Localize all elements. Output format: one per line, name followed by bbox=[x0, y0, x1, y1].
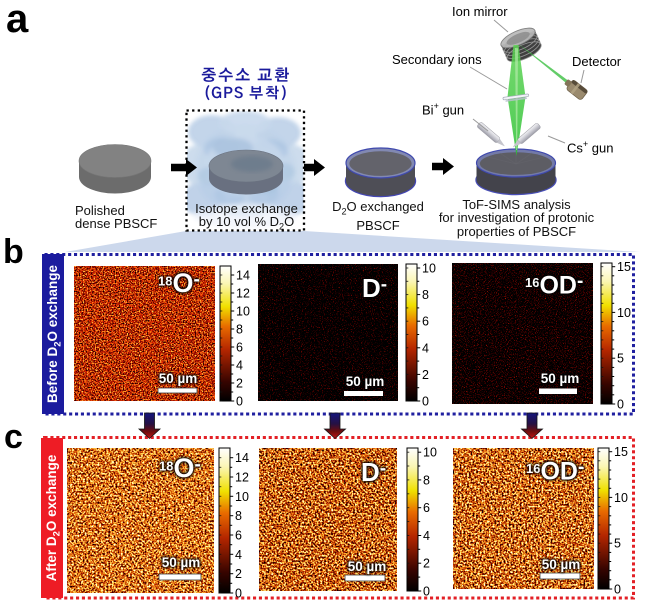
svg-text:6: 6 bbox=[235, 529, 242, 543]
svg-text:14: 14 bbox=[236, 269, 250, 283]
svg-text:0: 0 bbox=[235, 587, 242, 601]
svg-text:10: 10 bbox=[235, 490, 249, 504]
svg-text:5: 5 bbox=[614, 537, 621, 551]
svg-text:0: 0 bbox=[422, 395, 429, 409]
svg-text:15: 15 bbox=[617, 260, 631, 274]
svg-text:4: 4 bbox=[235, 548, 242, 562]
svg-text:14: 14 bbox=[235, 451, 249, 465]
svg-text:0: 0 bbox=[423, 585, 430, 599]
svg-text:6: 6 bbox=[422, 315, 429, 329]
svg-text:8: 8 bbox=[236, 323, 243, 337]
svg-text:10: 10 bbox=[423, 446, 437, 460]
svg-text:8: 8 bbox=[235, 509, 242, 523]
svg-text:8: 8 bbox=[422, 288, 429, 302]
svg-text:12: 12 bbox=[235, 471, 249, 485]
svg-text:2: 2 bbox=[423, 557, 430, 571]
svg-text:10: 10 bbox=[617, 306, 631, 320]
svg-text:6: 6 bbox=[236, 341, 243, 355]
svg-text:5: 5 bbox=[617, 352, 624, 366]
svg-text:2: 2 bbox=[235, 567, 242, 581]
svg-text:0: 0 bbox=[617, 398, 624, 412]
svg-text:8: 8 bbox=[423, 473, 430, 487]
svg-text:0: 0 bbox=[614, 583, 621, 597]
svg-text:2: 2 bbox=[422, 368, 429, 382]
svg-text:10: 10 bbox=[422, 262, 436, 276]
svg-text:6: 6 bbox=[423, 501, 430, 515]
svg-text:15: 15 bbox=[614, 445, 628, 459]
svg-text:4: 4 bbox=[423, 529, 430, 543]
svg-text:10: 10 bbox=[236, 305, 250, 319]
svg-text:4: 4 bbox=[422, 341, 429, 355]
svg-text:12: 12 bbox=[236, 287, 250, 301]
svg-text:4: 4 bbox=[236, 359, 243, 373]
svg-text:10: 10 bbox=[614, 491, 628, 505]
svg-text:2: 2 bbox=[236, 377, 243, 391]
svg-text:0: 0 bbox=[236, 395, 243, 409]
